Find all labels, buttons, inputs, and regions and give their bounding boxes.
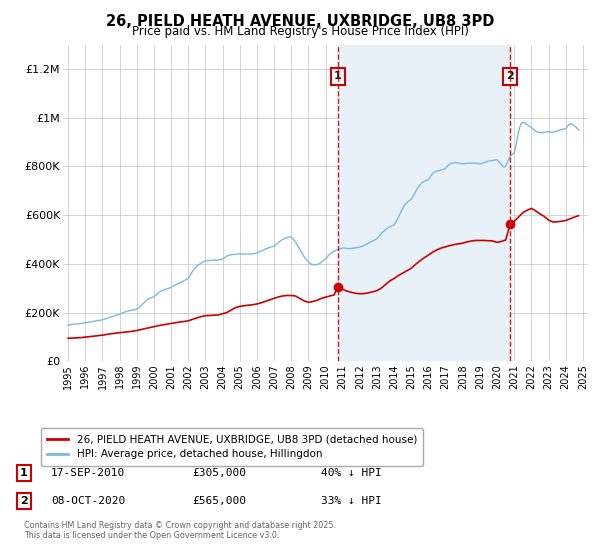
Text: 26, PIELD HEATH AVENUE, UXBRIDGE, UB8 3PD: 26, PIELD HEATH AVENUE, UXBRIDGE, UB8 3P… <box>106 14 494 29</box>
Text: 33% ↓ HPI: 33% ↓ HPI <box>321 496 382 506</box>
Text: 2: 2 <box>20 496 28 506</box>
Text: 17-SEP-2010: 17-SEP-2010 <box>51 468 125 478</box>
Text: 2: 2 <box>506 72 514 81</box>
Text: 1: 1 <box>20 468 28 478</box>
Text: Price paid vs. HM Land Registry's House Price Index (HPI): Price paid vs. HM Land Registry's House … <box>131 25 469 38</box>
Text: Contains HM Land Registry data © Crown copyright and database right 2025.
This d: Contains HM Land Registry data © Crown c… <box>24 521 336 540</box>
Text: 40% ↓ HPI: 40% ↓ HPI <box>321 468 382 478</box>
Text: 1: 1 <box>334 72 342 81</box>
Text: £565,000: £565,000 <box>192 496 246 506</box>
Legend: 26, PIELD HEATH AVENUE, UXBRIDGE, UB8 3PD (detached house), HPI: Average price, : 26, PIELD HEATH AVENUE, UXBRIDGE, UB8 3P… <box>41 428 423 466</box>
Bar <box>338 45 510 361</box>
Text: 08-OCT-2020: 08-OCT-2020 <box>51 496 125 506</box>
Text: £305,000: £305,000 <box>192 468 246 478</box>
